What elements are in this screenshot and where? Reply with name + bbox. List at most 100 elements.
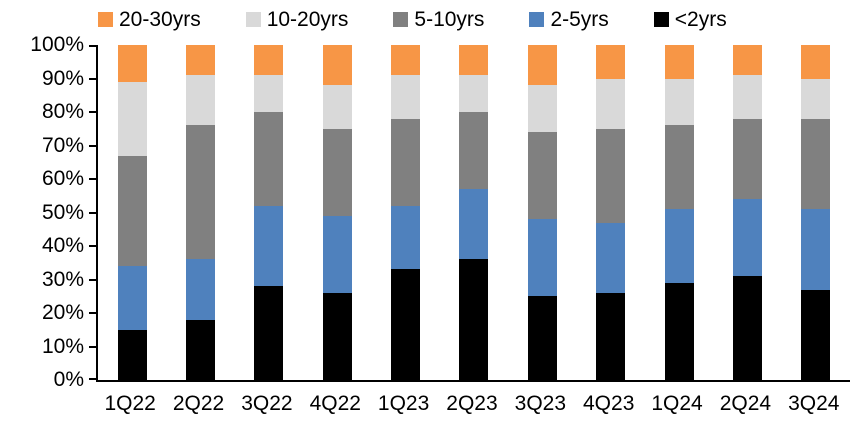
bar-segment-10-20yrs (801, 78, 831, 119)
bar-segment-2-5yrs (254, 205, 284, 287)
bar-segment-5-10yrs (801, 118, 831, 210)
stacked-bar-3q24 (801, 45, 831, 380)
x-tick-label-1q24: 1Q24 (651, 392, 703, 415)
stacked-bar-4q23 (596, 45, 626, 380)
x-tick-label-4q23: 4Q23 (583, 392, 635, 415)
y-axis-tick (89, 111, 96, 113)
stacked-bar-2q23 (459, 45, 489, 380)
x-tick-label-2q24: 2Q24 (719, 392, 772, 415)
bar-slot-1q22 (98, 45, 166, 380)
bar-segment-20-30yrs (254, 45, 284, 76)
x-tick-label-3q22: 3Q22 (241, 392, 293, 415)
bar-slot-4q22 (303, 45, 371, 380)
bar-segment-2-5yrs (664, 209, 694, 283)
plot-area (89, 45, 850, 382)
x-tick-label-2q23: 2Q23 (446, 392, 498, 415)
bar-segment-10-20yrs (322, 85, 352, 129)
y-tick-label: 40% (41, 234, 84, 257)
bar-segment-10-20yrs (117, 81, 147, 156)
legend-item-2-5yrs: 2-5yrs (529, 7, 609, 31)
y-tick-label: 30% (41, 267, 84, 291)
bar-segment-5-10yrs (391, 118, 421, 206)
x-tick-label-3q24: 3Q24 (788, 392, 840, 415)
y-axis-tick (89, 178, 96, 180)
stacked-bar-1q23 (391, 45, 421, 380)
bar-segment-10-20yrs (254, 75, 284, 113)
bar-segment-2-5yrs (459, 189, 489, 260)
x-tick-label-2q22: 2Q22 (172, 392, 225, 415)
bar-segment--2yrs (732, 276, 762, 380)
stacked-bar-2q24 (732, 45, 762, 380)
bar-segment--2yrs (664, 282, 694, 380)
bar-segment-5-10yrs (322, 128, 352, 216)
bar-segment-10-20yrs (732, 75, 762, 119)
bar-segment-2-5yrs (801, 209, 831, 290)
bar-segment--2yrs (186, 319, 216, 380)
bar-segment-10-20yrs (664, 78, 694, 126)
bar-segment-5-10yrs (117, 155, 147, 267)
x-tick-label-4q22: 4Q22 (309, 392, 361, 415)
stacked-bar-1q22 (117, 45, 147, 380)
bar-segment-2-5yrs (732, 199, 762, 277)
y-axis-tick (89, 312, 96, 314)
bar-segment-5-10yrs (732, 118, 762, 200)
bar-slot-2q23 (440, 45, 508, 380)
bar-segment-2-5yrs (322, 215, 352, 293)
bar-segment-10-20yrs (459, 75, 489, 113)
bar-segment-20-30yrs (732, 45, 762, 76)
bar-segment-20-30yrs (459, 45, 489, 76)
bar-slot-3q24 (782, 45, 850, 380)
bar-segment-5-10yrs (186, 125, 216, 260)
legend-item--2yrs: <2yrs (653, 7, 727, 31)
stacked-bar-4q22 (322, 45, 352, 380)
stacked-bar-3q22 (254, 45, 284, 380)
bar-segment--2yrs (117, 329, 147, 380)
legend-swatch-icon (393, 11, 409, 27)
bar-segment-10-20yrs (186, 75, 216, 126)
legend-label: 5-10yrs (414, 7, 485, 31)
legend-label: 10-20yrs (266, 7, 349, 31)
bar-segment--2yrs (801, 289, 831, 380)
bar-segment-10-20yrs (391, 75, 421, 119)
y-axis-tick (89, 77, 96, 80)
legend-swatch-icon (245, 11, 261, 27)
bar-segment-5-10yrs (527, 132, 557, 220)
bar-segment-20-30yrs (391, 45, 421, 76)
y-tick-label: 100% (30, 33, 84, 56)
bar-segment-5-10yrs (664, 125, 694, 210)
y-axis-labels: 100% 90% 80% 70% 60% 50% 40% 30% 20% 10% 0% (0, 34, 84, 391)
legend-swatch-icon (529, 11, 545, 27)
bar-segment-20-30yrs (664, 45, 694, 79)
bar-segment--2yrs (322, 292, 352, 380)
x-tick-label-3q23: 3Q23 (514, 392, 567, 415)
bar-slot-3q22 (235, 45, 303, 380)
legend-item-10-20yrs: 10-20yrs (245, 7, 349, 31)
bar-slot-2q24 (713, 45, 781, 380)
bar-segment-2-5yrs (186, 259, 216, 320)
bar-segment-5-10yrs (254, 112, 284, 206)
y-axis-tick (89, 345, 96, 348)
legend-label: <2yrs (674, 7, 727, 31)
bar-segment--2yrs (254, 286, 284, 380)
bar-segment-5-10yrs (459, 112, 489, 190)
y-tick-label: 70% (41, 133, 84, 157)
bar-segment--2yrs (596, 292, 626, 380)
bar-segment-5-10yrs (596, 128, 626, 223)
legend-label: 2-5yrs (550, 7, 609, 31)
bar-segment-2-5yrs (596, 222, 626, 293)
bar-segment-10-20yrs (527, 85, 557, 133)
bar-slot-1q23 (371, 45, 439, 380)
bar-segment-20-30yrs (801, 45, 831, 79)
bar-slot-2q22 (166, 45, 234, 380)
x-axis-labels: 1Q22 2Q22 3Q22 4Q22 1Q23 2Q23 3Q23 4Q23 1Q24 2Q24… (96, 392, 848, 415)
y-tick-label: 90% (41, 66, 84, 90)
chart-legend: 20-30yrs 10-20yrs 5-10yrs 2-5yrs <2yrs (98, 6, 727, 32)
legend-label: 20-30yrs (119, 7, 201, 31)
bar-segment--2yrs (527, 296, 557, 380)
bar-segment--2yrs (459, 259, 489, 380)
bar-segment-20-30yrs (527, 45, 557, 86)
bar-segment-20-30yrs (596, 45, 626, 79)
bar-slot-3q23 (508, 45, 576, 380)
y-axis-tick (89, 245, 96, 247)
